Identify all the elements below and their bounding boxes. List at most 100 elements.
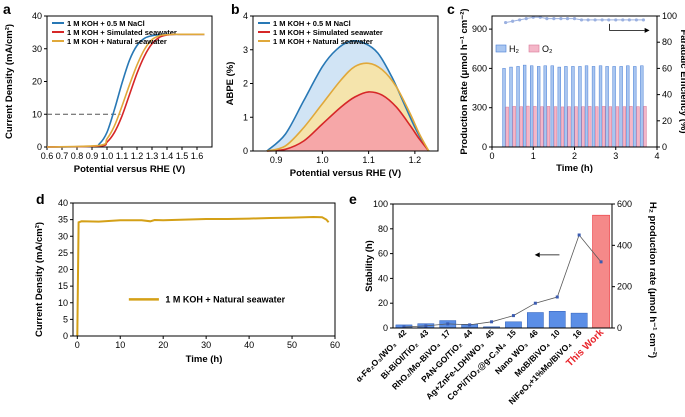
x-tick-label-a: 1.3: [146, 151, 159, 161]
bar-o2: [512, 106, 516, 148]
y-tick-label-e: 20: [378, 298, 388, 308]
fe-point: [552, 17, 556, 21]
bar-o2: [622, 106, 627, 148]
bar-o2: [615, 106, 620, 148]
panel-label-c: c: [447, 1, 455, 17]
bar-o2: [581, 106, 585, 148]
y-tick-label-e: 0: [383, 323, 388, 333]
x-tick-label-a: 1.1: [116, 151, 129, 161]
series-line-a-1: [46, 33, 205, 148]
bar-h2: [619, 66, 623, 148]
y-tick-label-e: 40: [378, 273, 388, 283]
y-axis-label-d: Current Density (mA/cm²): [34, 222, 45, 337]
bar-h2: [530, 65, 534, 148]
bar-h2: [522, 64, 527, 148]
bar-o2: [636, 106, 640, 148]
x-tick-label-a: 0.8: [71, 151, 84, 161]
legend-label-a-1: 1 M KOH + Simulated seawater: [67, 28, 177, 37]
bar-h2: [509, 66, 513, 148]
category-ref-number: 43: [418, 328, 431, 341]
category-ref-number: 17: [440, 328, 453, 341]
bar-o2: [608, 106, 612, 148]
x-tick-label-a: 1.2: [131, 151, 144, 161]
bar-h2: [591, 66, 596, 148]
bar-stability: [505, 321, 522, 329]
fe-point: [504, 20, 508, 25]
y2-tick-label-c: 0: [662, 142, 667, 152]
legend-label-b-0: 1 M KOH + 0.5 M NaCl: [273, 19, 351, 28]
x-tick-label-d: 30: [201, 340, 211, 350]
y-tick-label-b: 2: [243, 79, 248, 89]
fe-point: [565, 17, 570, 21]
series-line-b-0: [266, 40, 430, 152]
y-axis-label-b: ABPE (%): [225, 62, 236, 106]
y-tick-label-a: 40: [32, 11, 42, 21]
series-line-d: [76, 215, 330, 337]
y-tick-label-d: 30: [58, 231, 68, 241]
fe-point: [600, 18, 604, 22]
y-tick-label-b: 4: [243, 11, 248, 21]
y-tick-label-d: 0: [63, 331, 68, 341]
fe-point: [518, 18, 522, 22]
bar-stability: [592, 214, 610, 329]
bar-o2: [588, 106, 592, 148]
y-axis-label-a: Current Density (mA/cm²): [4, 24, 15, 139]
chart-a: 0.6 0.7 0.8 0.9 1.0 1.1 1.2 1.3 1.4 1.5 1.6 0 10 20 30…: [4, 11, 213, 175]
category-ref-number: 44: [461, 328, 474, 341]
x-tick-label-c: 4: [654, 151, 659, 161]
fe-point: [524, 17, 528, 21]
chart-b: 0.9 1.0 1.1 1.2 0 1 2 3 4 Potential versus RHE (V…: [225, 11, 439, 179]
bar-h2: [612, 66, 616, 148]
fe-point: [607, 18, 611, 22]
plot-frame-d: [72, 202, 336, 337]
y2-tick-label-c: 20: [662, 116, 672, 126]
rate-line: [403, 234, 602, 328]
y2-tick-label-e: 0: [617, 323, 622, 333]
y-tick-label-b: 3: [243, 45, 248, 55]
y-tick-label-d: 10: [58, 298, 68, 308]
chart-d: 0 10 20 30 40 50 60 0 5 10 15 20 25 30 35 40 Time (h) Cur…: [34, 198, 340, 365]
y-tick-label-d: 20: [58, 265, 68, 275]
bar-h2: [605, 66, 609, 148]
legend-label-a-0: 1 M KOH + 0.5 M NaCl: [67, 19, 145, 28]
rate-point: [555, 295, 559, 299]
rate-point: [577, 233, 581, 237]
bar-o2: [546, 106, 551, 148]
x-tick-label-b: 0.9: [270, 155, 283, 165]
x-tick-label-a: 1.5: [176, 151, 189, 161]
fe-point: [538, 15, 542, 19]
bar-o2: [519, 106, 523, 148]
y-axis-label-e: Stability (h): [364, 240, 375, 292]
x-tick-label-a: 1.4: [161, 151, 174, 161]
legend-label-h2: H₂: [509, 44, 519, 54]
y-tick-label-c: 900: [472, 24, 487, 34]
y2-axis-label-e: H₂ production rate (μmol h⁻¹ cm⁻²): [647, 202, 658, 358]
x-tick-label-d: 10: [115, 340, 125, 350]
category-ref-number: 42: [396, 328, 409, 341]
bar-o2: [505, 106, 509, 148]
fe-point: [627, 18, 631, 22]
bar-stability: [548, 311, 566, 329]
bar-o2: [560, 106, 565, 148]
bar-h2: [537, 66, 541, 148]
bar-h2: [626, 65, 630, 148]
x-tick-label-a: 1.6: [191, 151, 204, 161]
category-ref-number: 15: [505, 328, 518, 341]
series-area-b-1: [266, 91, 429, 151]
bar-h2: [578, 66, 582, 148]
y2-tick-label-c: 60: [662, 63, 672, 73]
bar-o2: [629, 106, 633, 148]
fe-point: [531, 15, 535, 19]
rate-point: [599, 260, 603, 264]
y-tick-label-d: 25: [58, 248, 68, 258]
y-tick-label-c: 300: [472, 103, 487, 113]
bar-h2: [584, 65, 589, 148]
y-tick-label-d: 15: [58, 281, 68, 291]
x-tick-label-d: 60: [330, 340, 340, 350]
fe-point: [634, 18, 638, 22]
legend-swatch-h2: [495, 44, 507, 53]
y2-tick-label-c: 40: [662, 90, 672, 100]
fe-point: [621, 18, 625, 22]
x-tick-label-a: 0.6: [41, 151, 54, 161]
